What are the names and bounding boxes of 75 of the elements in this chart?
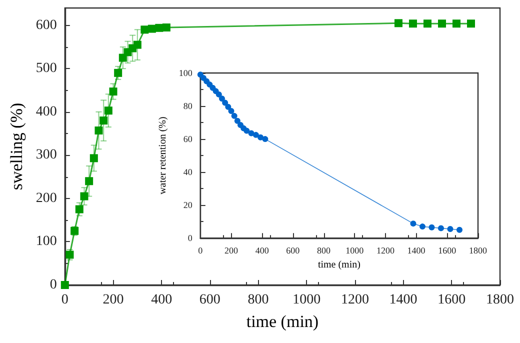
x-axis-title: time (min): [318, 260, 360, 270]
point: [456, 226, 462, 233]
point: [225, 104, 232, 110]
y-tick-label: 600: [36, 18, 57, 33]
x-tick-label: 0: [198, 246, 204, 256]
point: [162, 23, 170, 32]
point: [228, 108, 234, 114]
x-tick-label: 1000: [346, 246, 364, 256]
x-tick-label: 1200: [340, 292, 369, 308]
x-tick-label: 1600: [438, 292, 466, 308]
x-tick-label: 1400: [407, 246, 426, 256]
x-tick-label: 1000: [292, 292, 321, 308]
point: [244, 128, 250, 134]
y-tick-label: 100: [178, 68, 193, 78]
x-tick-label: 1400: [389, 292, 418, 308]
y-tick-label: 0: [188, 233, 193, 244]
point: [222, 100, 228, 106]
y-tick-label: 40: [183, 167, 193, 178]
x-tick-label: 1200: [376, 246, 395, 256]
point: [109, 88, 118, 96]
point: [438, 225, 444, 232]
point: [447, 226, 454, 232]
point: [452, 20, 460, 28]
point: [148, 24, 156, 33]
point: [438, 20, 446, 28]
y-tick-label: 500: [36, 61, 57, 76]
x-tick-label: 1800: [469, 246, 488, 256]
point: [410, 220, 416, 227]
x-tick-label: 400: [255, 246, 270, 256]
point: [155, 24, 164, 32]
point: [252, 132, 259, 138]
x-tick-label: 0: [61, 292, 68, 308]
y-tick-label: 200: [36, 190, 57, 206]
x-tick-label: 400: [151, 292, 172, 308]
point: [100, 116, 108, 125]
point: [216, 91, 222, 98]
point: [234, 118, 240, 124]
point: [60, 281, 69, 289]
point: [104, 106, 112, 115]
x-tick-label: 1600: [438, 246, 457, 256]
x-tick-label: 1800: [486, 292, 514, 308]
y-tick-label: 20: [183, 200, 193, 210]
point: [428, 224, 435, 230]
point: [85, 177, 94, 186]
point: [94, 126, 103, 134]
point: [75, 205, 84, 214]
point: [423, 20, 432, 28]
x-axis-title: time (min): [246, 312, 319, 331]
point: [231, 112, 238, 119]
y-tick-label: 0: [50, 278, 57, 292]
point: [408, 20, 417, 28]
x-tick-label: 200: [224, 246, 238, 256]
y-tick-label: 80: [183, 101, 193, 112]
y-tick-label: 400: [36, 104, 57, 120]
point: [90, 154, 98, 162]
point: [66, 250, 74, 259]
y-axis-title: swelling (%): [7, 102, 26, 190]
point: [262, 136, 268, 142]
point: [80, 192, 88, 200]
x-tick-label: 600: [199, 292, 220, 308]
point: [114, 68, 122, 77]
point: [466, 20, 475, 28]
y-axis-title: water retention (%): [158, 116, 168, 194]
point: [133, 40, 142, 49]
point: [419, 224, 426, 230]
x-tick-label: 200: [102, 292, 124, 308]
x-tick-label: 800: [248, 292, 269, 308]
y-tick-label: 300: [36, 148, 57, 163]
point: [394, 19, 402, 28]
point: [218, 96, 225, 102]
point: [258, 134, 264, 140]
x-tick-label: 600: [286, 246, 300, 256]
y-tick-label: 60: [183, 134, 193, 144]
y-tick-label: 100: [36, 234, 57, 250]
x-tick-label: 800: [317, 246, 332, 256]
